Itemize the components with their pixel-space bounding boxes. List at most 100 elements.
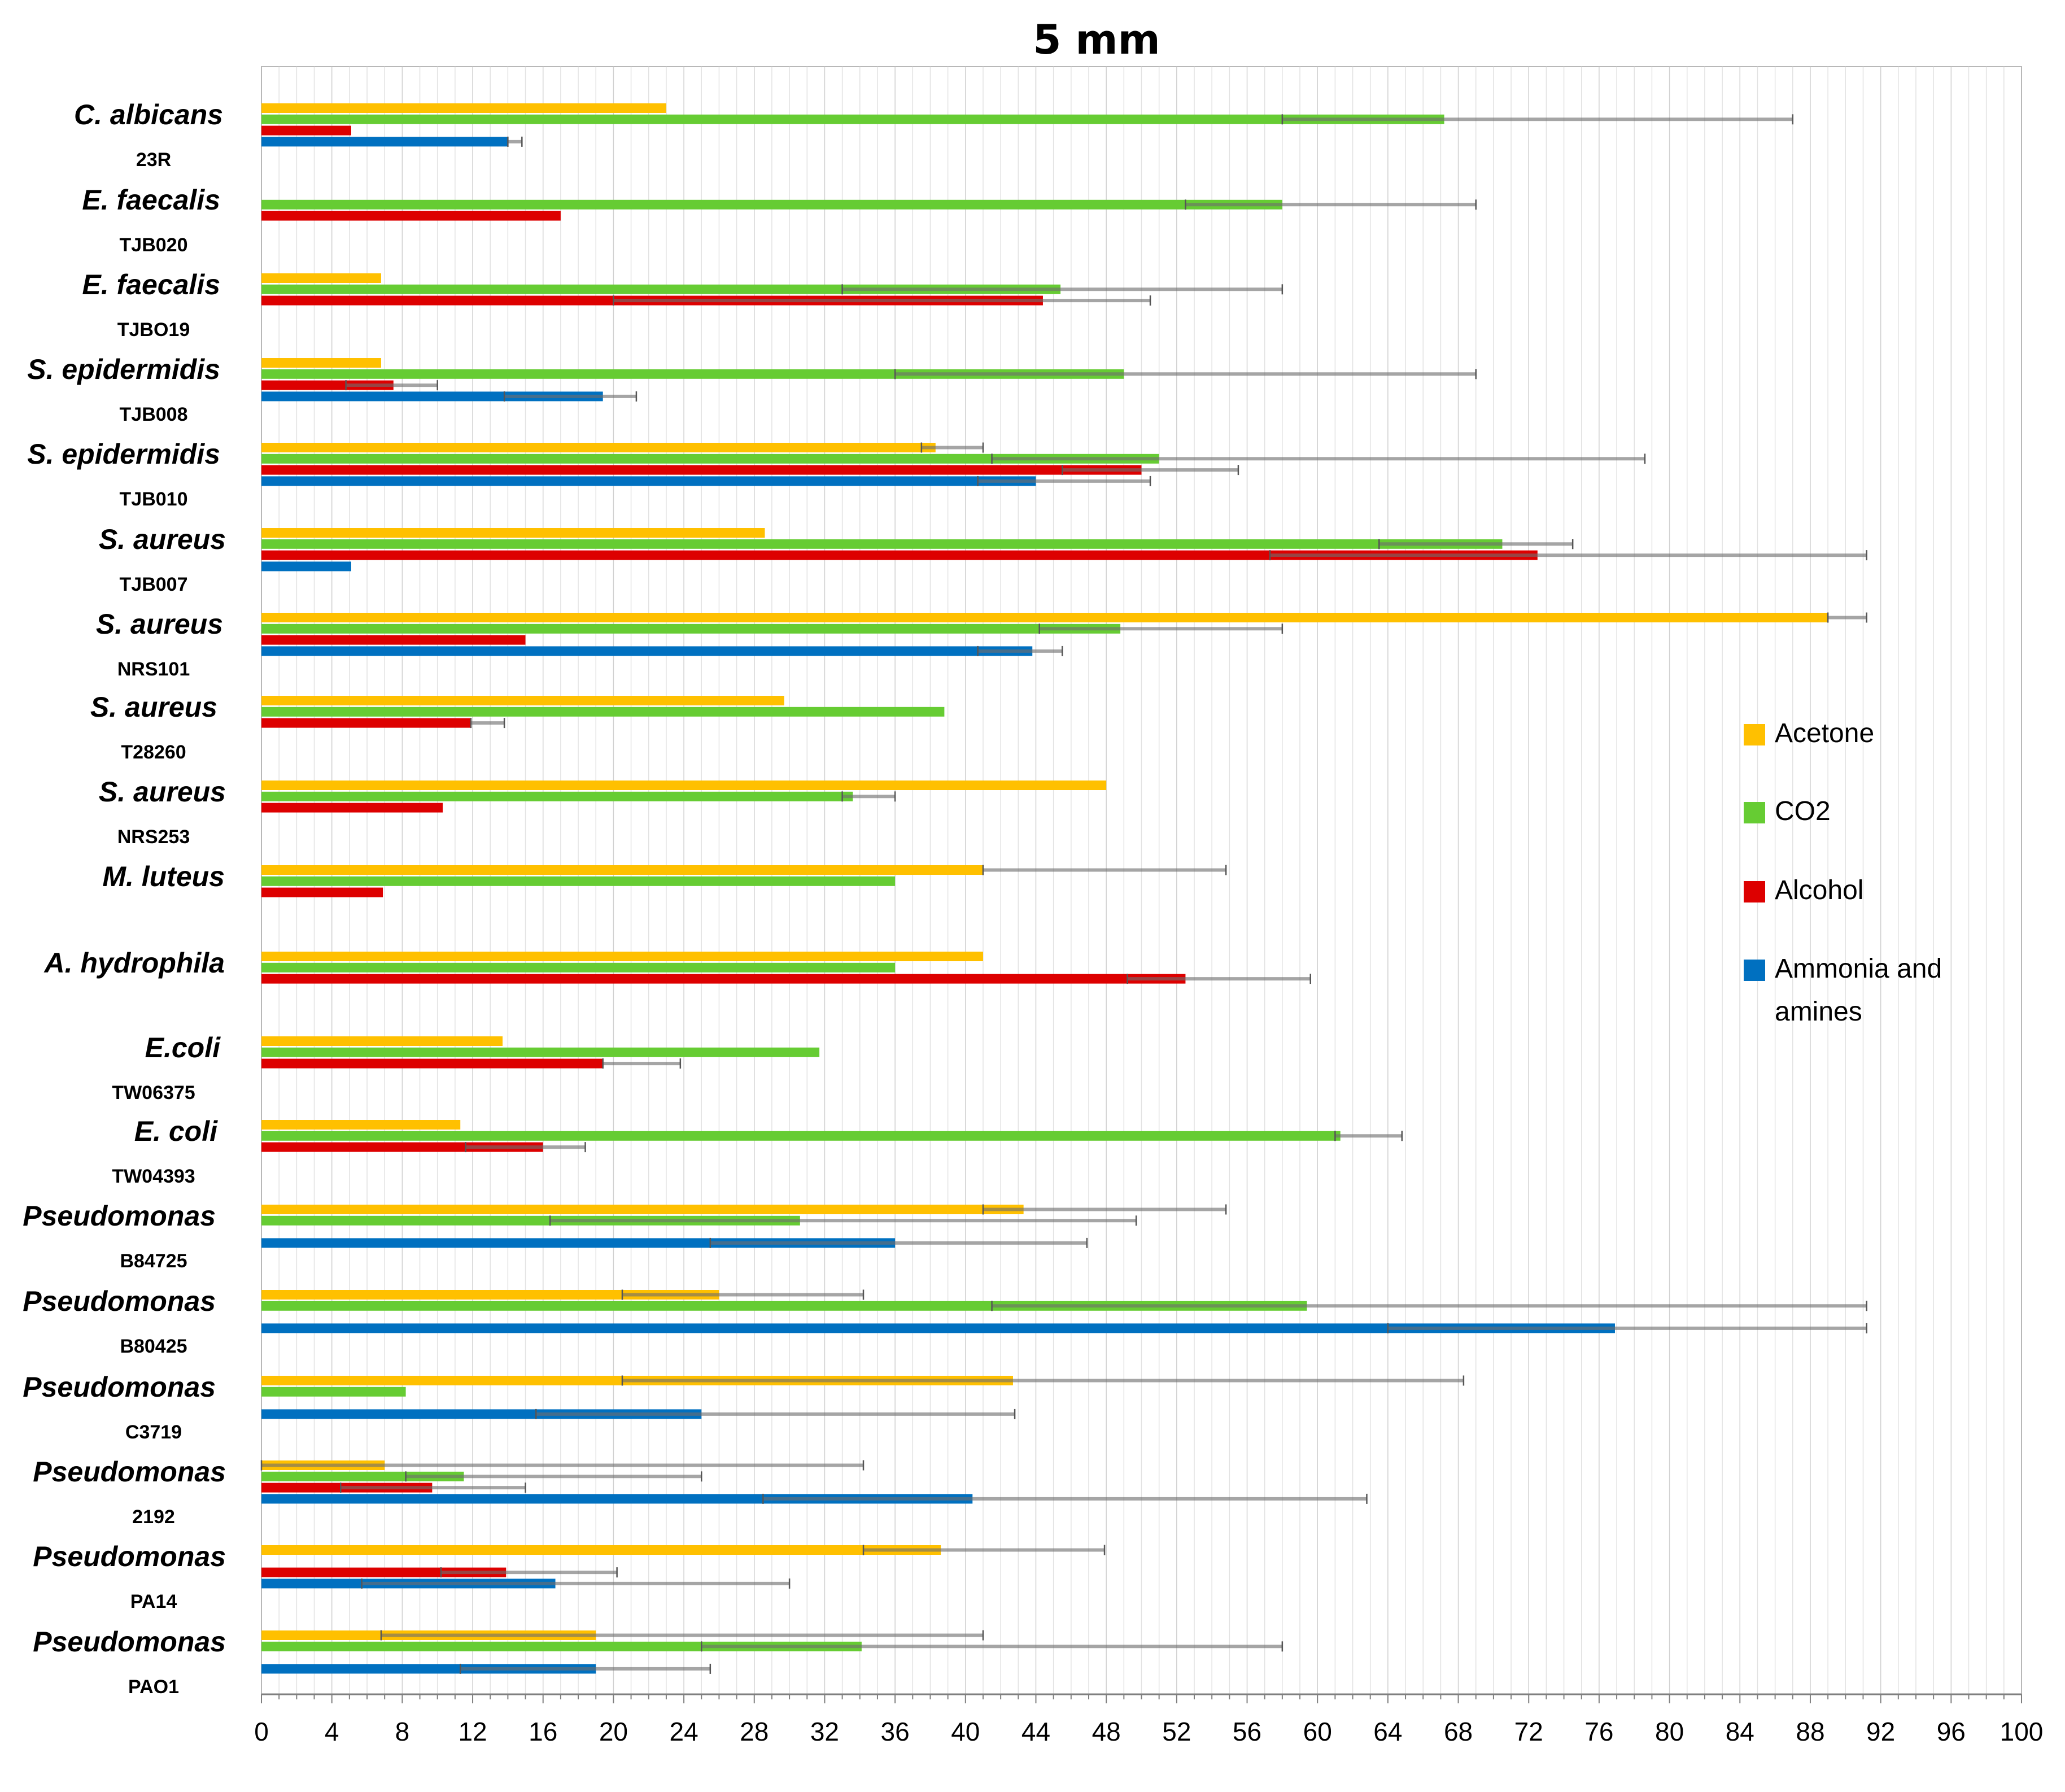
legend-swatch <box>1744 960 1765 981</box>
bar-ammonia-and-amines <box>261 646 1033 656</box>
bar-co2 <box>261 1641 862 1651</box>
x-tick-label: 44 <box>1021 1717 1050 1746</box>
strain-label: T28260 <box>121 742 186 763</box>
x-tick-label: 12 <box>458 1717 487 1746</box>
bar-alcohol <box>261 803 443 813</box>
organism-label: S. epidermidis <box>27 354 220 385</box>
bar-acetone <box>261 1205 1024 1214</box>
legend-label: Acetone <box>1775 718 1874 748</box>
bar-acetone <box>261 696 784 705</box>
x-tick-label: 52 <box>1162 1717 1191 1746</box>
bar-ammonia-and-amines <box>261 137 508 147</box>
bar-ammonia-and-amines <box>261 476 1036 486</box>
strain-label: TW04393 <box>112 1166 195 1187</box>
bar-alcohol <box>261 635 526 645</box>
organism-label: A. hydrophila <box>43 947 225 979</box>
organism-label: S. aureus <box>90 691 217 723</box>
strain-label: TW06375 <box>112 1082 195 1104</box>
strain-label: C3719 <box>125 1422 182 1443</box>
organism-label: E. faecalis <box>82 269 220 300</box>
bar-alcohol <box>261 887 383 897</box>
bar-co2 <box>261 624 1121 634</box>
bar-co2 <box>261 707 945 717</box>
bar-ammonia-and-amines <box>261 1238 896 1248</box>
strain-label: B84725 <box>120 1250 187 1272</box>
bar-alcohol <box>261 1567 507 1577</box>
bar-alcohol <box>261 1142 543 1152</box>
axis-layer: 0 4 8 12 16 20 24 28 32 36 40 44 48 52 56 60 64 68 72 76 80 8… <box>254 1693 2044 1746</box>
bar-acetone <box>261 1545 941 1555</box>
error-bars-layer <box>260 114 1867 1674</box>
organism-label: Pseudomonas <box>33 1626 226 1658</box>
x-tick-label: 80 <box>1655 1717 1684 1746</box>
x-tick-label: 0 <box>254 1717 269 1746</box>
x-tick-label: 60 <box>1303 1717 1332 1746</box>
bar-acetone <box>261 273 381 283</box>
legend-label: Ammonia and <box>1775 954 1942 984</box>
legend-label: Alcohol <box>1775 875 1863 905</box>
organism-label: Pseudomonas <box>33 1456 226 1488</box>
x-tick-label: 88 <box>1796 1717 1824 1746</box>
bar-alcohol <box>261 125 351 136</box>
bar-alcohol <box>261 380 394 390</box>
bar-ammonia-and-amines <box>261 561 351 572</box>
x-tick-label: 96 <box>1937 1717 1966 1746</box>
x-tick-label: 72 <box>1514 1717 1543 1746</box>
x-tick-label: 100 <box>2000 1717 2044 1746</box>
bar-ammonia-and-amines <box>261 1409 702 1419</box>
category-labels-layer: C. albicans 23R E. faecalis TJB020 E. faecal… <box>23 99 226 1698</box>
bar-acetone <box>261 865 983 875</box>
legend-swatch <box>1744 881 1765 902</box>
bar-co2 <box>261 1047 820 1057</box>
bar-ammonia-and-amines <box>261 1494 973 1504</box>
x-tick-label: 84 <box>1726 1717 1754 1746</box>
bar-co2 <box>261 199 1282 210</box>
bar-ammonia-and-amines <box>261 1323 1615 1333</box>
x-tick-label: 64 <box>1373 1717 1402 1746</box>
bar-acetone <box>261 613 1828 622</box>
organism-label: Pseudomonas <box>23 1200 216 1232</box>
bar-acetone <box>261 358 381 368</box>
strain-label: TJB020 <box>120 234 188 256</box>
strain-label: B80425 <box>120 1336 187 1357</box>
organism-label: Pseudomonas <box>33 1541 226 1572</box>
legend-label: CO2 <box>1775 796 1831 826</box>
organism-label: E. coli <box>134 1115 218 1147</box>
x-tick-label: 76 <box>1584 1717 1613 1746</box>
x-tick-label: 32 <box>810 1717 839 1746</box>
organism-label: S. aureus <box>99 776 226 808</box>
strain-label: PA14 <box>130 1591 177 1612</box>
bar-alcohol <box>261 1058 603 1069</box>
organism-label: E. faecalis <box>82 184 220 216</box>
bar-co2 <box>261 1301 1307 1311</box>
bar-acetone <box>261 443 936 452</box>
bar-co2 <box>261 454 1159 464</box>
strain-label: TJB010 <box>120 489 188 510</box>
x-tick-label: 24 <box>669 1717 698 1746</box>
bar-acetone <box>261 528 765 538</box>
strain-label: NRS101 <box>117 659 190 680</box>
bar-co2 <box>261 876 896 886</box>
organism-label: Pseudomonas <box>23 1371 216 1403</box>
bar-alcohol <box>261 211 561 221</box>
x-tick-label: 20 <box>599 1717 628 1746</box>
strain-label: 23R <box>136 149 171 171</box>
bar-co2 <box>261 791 853 801</box>
legend-swatch <box>1744 802 1765 823</box>
x-tick-label: 16 <box>529 1717 557 1746</box>
strain-label: TJB007 <box>120 574 188 595</box>
strain-label: NRS253 <box>117 826 190 848</box>
bar-acetone <box>261 1290 719 1300</box>
legend-swatch <box>1744 724 1765 745</box>
bar-alcohol <box>261 550 1538 560</box>
bar-acetone <box>261 103 666 113</box>
legend-label-line2: amines <box>1775 997 1862 1027</box>
bar-alcohol <box>261 465 1142 475</box>
x-tick-label: 68 <box>1444 1717 1473 1746</box>
x-tick-label: 40 <box>951 1717 980 1746</box>
x-tick-label: 92 <box>1866 1717 1895 1746</box>
bar-co2 <box>261 1131 1341 1141</box>
bar-co2 <box>261 539 1503 549</box>
organism-label: C. albicans <box>74 99 223 130</box>
